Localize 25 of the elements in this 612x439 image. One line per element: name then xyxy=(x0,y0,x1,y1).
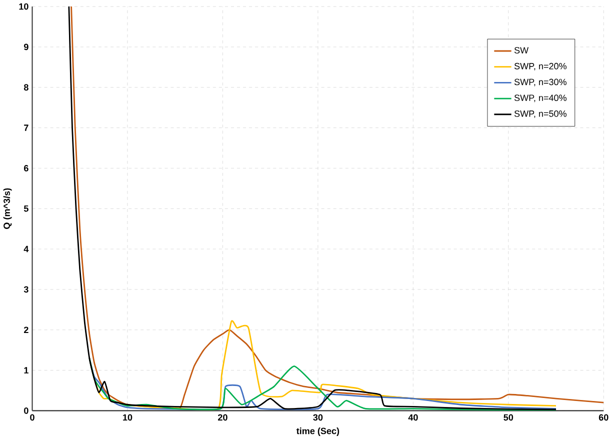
y-tick-label: 1 xyxy=(24,367,28,374)
legend-label: SWP, n=30% xyxy=(514,78,567,86)
y-tick-label: 9 xyxy=(24,44,28,50)
y-tick-label: 2 xyxy=(24,326,28,333)
x-tick-label: 50 xyxy=(504,414,514,420)
x-tick-label: 20 xyxy=(218,414,228,420)
legend-label: SWP, n=20% xyxy=(514,62,567,70)
y-tick-label: 3 xyxy=(24,286,28,292)
x-tick-label: 0 xyxy=(30,414,34,420)
x-tick-label: 30 xyxy=(313,414,323,420)
y-tick-label: 6 xyxy=(24,164,28,172)
y-axis-title: Q (m^3/s) xyxy=(3,188,12,229)
legend-label: SW xyxy=(514,46,529,54)
x-tick-label: 40 xyxy=(408,414,418,420)
y-tick-label: 8 xyxy=(24,84,28,90)
y-tick-label: 5 xyxy=(24,205,28,212)
y-tick-label: 4 xyxy=(24,246,29,252)
x-tick-label: 60 xyxy=(598,414,608,420)
legend-label: SWP, n=40% xyxy=(514,94,567,102)
y-tick-label: 7 xyxy=(24,124,28,131)
legend-label: SWP, n=50% xyxy=(514,110,567,118)
x-tick-label: 10 xyxy=(123,414,132,420)
x-axis-title: time (Sec) xyxy=(296,427,340,436)
y-tick-label: 0 xyxy=(24,407,28,414)
y-tick-label: 10 xyxy=(19,3,28,10)
